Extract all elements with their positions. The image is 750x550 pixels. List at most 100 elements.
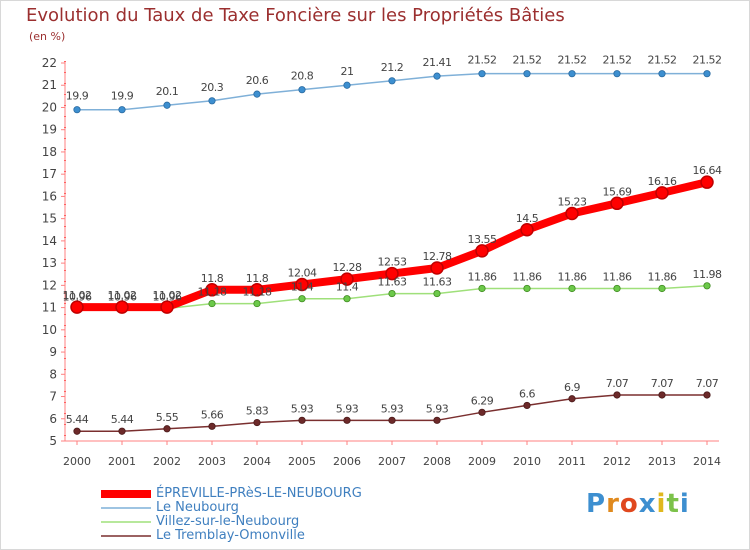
data-point [568,284,576,293]
data-label: 12.04 [288,266,317,279]
y-tick-label: 5 [49,434,57,448]
data-label: 11.02 [153,289,182,302]
data-point [115,300,129,314]
data-point [70,300,84,314]
y-tick-label: 8 [49,367,57,381]
data-point [433,72,441,80]
y-tick-label: 19 [42,123,57,137]
data-point [118,427,126,435]
data-point [163,101,171,109]
x-tick-label: 2010 [513,455,541,468]
logo-letter: t [666,489,680,519]
data-label: 21.52 [558,54,587,67]
data-label: 12.78 [423,250,452,263]
data-point [163,425,171,433]
logo-letter: P [586,489,607,519]
data-label: 11.63 [423,276,452,289]
data-label: 21.52 [693,54,722,67]
data-label: 11.98 [693,268,722,281]
data-label: 20.8 [291,70,314,83]
data-label: 21.52 [468,54,497,67]
data-label: 6.9 [564,381,580,394]
data-label: 5.93 [426,402,449,415]
data-label: 11.4 [336,281,359,294]
data-point [343,416,351,424]
x-tick-label: 2008 [423,455,451,468]
logo-letter: i [656,489,667,519]
legend-swatch-tremblay [101,535,151,537]
data-label: 11.86 [603,270,632,283]
data-label: 21.52 [513,54,542,67]
y-tick-label: 17 [42,167,57,181]
legend-label-epreville: ÉPREVILLE-PRèS-LE-NEUBOURG [156,486,362,501]
data-point [700,175,714,189]
y-tick-label: 14 [42,234,57,248]
data-point [253,90,261,98]
legend-swatch-epreville [101,490,151,498]
data-point [298,295,306,303]
data-label: 21.41 [423,56,452,69]
data-label: 5.93 [381,402,404,415]
data-point [658,70,666,78]
data-point [478,284,486,293]
logo-letter: x [638,489,657,519]
data-label: 5.44 [66,413,89,426]
data-label: 10.96 [153,290,182,303]
legend-item: ÉPREVILLE-PRèS-LE-NEUBOURG [101,487,362,501]
data-point [253,418,261,427]
x-tick-label: 2005 [288,455,316,468]
legend-swatch-villez [101,521,151,523]
x-tick-label: 2003 [198,455,226,468]
data-point [385,266,399,281]
data-label: 19.9 [66,90,89,103]
legend-label-villez: Villez-sur-le-Neubourg [156,514,300,529]
data-point [388,289,396,298]
data-label: 11.18 [243,286,272,299]
data-point [250,283,264,297]
legend-swatch-le-neubourg [101,507,151,509]
data-label: 5.55 [156,411,179,424]
x-tick-label: 2002 [153,455,181,468]
data-label: 11.18 [198,286,227,299]
data-label: 11.02 [63,289,92,302]
chart-title: Evolution du Taux de Taxe Foncière sur l… [26,5,565,26]
data-point [208,422,216,430]
data-point [475,244,489,258]
data-label: 11.86 [513,270,542,283]
y-tick-label: 18 [42,145,57,159]
data-label: 7.07 [651,377,674,390]
data-point [430,261,444,275]
data-label: 14.5 [516,212,539,225]
data-point [655,186,669,200]
logo-letter: r [606,489,620,519]
data-point [295,277,309,292]
x-tick-label: 2004 [243,455,271,468]
data-point [160,300,174,314]
data-point [565,206,579,221]
data-point [523,401,531,410]
legend-label-le-neubourg: Le Neubourg [156,500,239,515]
data-point [343,295,351,303]
data-label: 15.23 [558,196,587,209]
data-label: 11.8 [246,272,269,285]
y-tick-label: 11 [42,301,57,315]
data-point [298,416,306,424]
x-tick-label: 2012 [603,455,631,468]
data-point [610,196,624,211]
x-tick-label: 2007 [378,455,406,468]
logo-letter: i [679,489,690,519]
data-point [613,70,621,78]
data-point [208,97,216,105]
y-tick-label: 9 [49,345,57,359]
y-tick-label: 10 [42,323,57,337]
legend-item: Le Tremblay-Omonville [101,529,362,543]
data-point [208,299,216,308]
data-label: 16.64 [693,164,722,177]
data-point [703,282,711,290]
data-label: 10.96 [108,290,137,303]
y-tick-label: 7 [49,390,57,404]
data-point [703,391,711,399]
data-label: 6.6 [519,387,535,400]
proxiti-logo: Proxiti [586,489,690,519]
